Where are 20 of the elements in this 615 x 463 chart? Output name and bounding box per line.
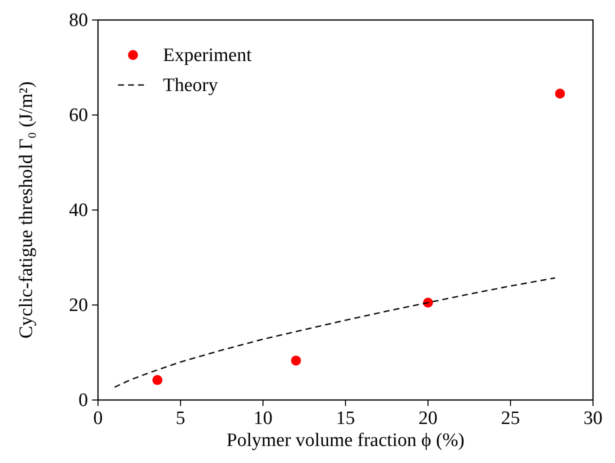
y-tick-label: 0 xyxy=(78,390,88,411)
x-tick-label: 0 xyxy=(93,408,103,429)
point xyxy=(152,375,162,386)
x-tick-label: 5 xyxy=(176,408,186,429)
x-axis-title: Polymer volume fraction ϕ (%) xyxy=(226,430,464,451)
point xyxy=(291,356,301,366)
x-tick-label: 20 xyxy=(418,408,438,429)
x-tick-label: 25 xyxy=(501,408,520,429)
legend-label: Experiment xyxy=(163,45,252,66)
legend-label: Theory xyxy=(163,75,218,96)
x-tick-label: 30 xyxy=(584,408,602,429)
y-tick-label: 20 xyxy=(69,295,88,316)
line-series xyxy=(114,277,556,388)
point xyxy=(555,88,565,99)
x-tick-label: 15 xyxy=(336,408,355,429)
y-tick-label: 60 xyxy=(69,105,88,126)
y-tick-label: 80 xyxy=(69,10,88,31)
y-axis-title: Cyclic-fatigue threshold Γ₀ (J/m²) xyxy=(16,81,37,339)
x-tick-label: 10 xyxy=(254,408,272,429)
y-tick-label: 40 xyxy=(69,200,88,221)
